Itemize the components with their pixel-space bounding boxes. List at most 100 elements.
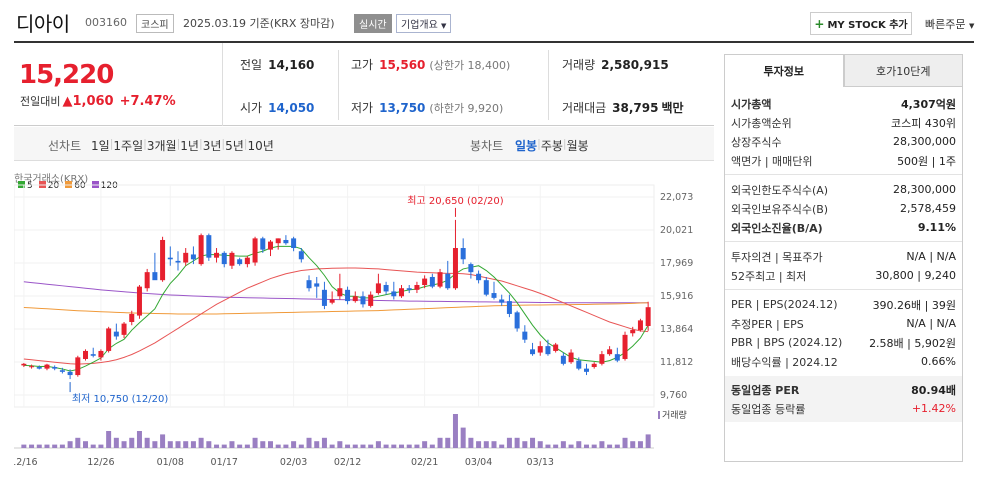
price-chart[interactable]: 22,073 20,021 17,969 15,916 13,864 11,812 9,76… xyxy=(14,163,714,473)
candle-period-tab[interactable]: 월봉 xyxy=(566,139,589,153)
candle-body xyxy=(260,238,266,250)
candle-body xyxy=(522,331,528,340)
info-row: 52주최고 | 최저 30,800 | 9,240 xyxy=(731,269,956,283)
volume-bar xyxy=(121,441,127,448)
x-tick-label: 01/17 xyxy=(211,457,238,468)
company-overview-label: 기업개요 xyxy=(401,20,438,31)
volume-bar xyxy=(399,444,405,448)
candle-body xyxy=(283,239,289,244)
y-tick-label: 20,021 xyxy=(660,225,693,236)
stock-name: 디아이 xyxy=(16,12,70,36)
candle-body xyxy=(614,354,620,361)
volume-bar xyxy=(553,444,559,448)
valuation-section: PER | EPS(2024.12) 390.26배 | 39원 추정PER | E… xyxy=(725,289,962,371)
candle-body xyxy=(560,355,566,364)
candle-body xyxy=(622,334,628,359)
volume-bar xyxy=(622,437,628,448)
candle-body xyxy=(314,283,320,287)
candle-body xyxy=(422,278,428,286)
period-tab[interactable]: 1년 xyxy=(180,139,199,153)
candle-body xyxy=(175,260,181,263)
volume-bar xyxy=(252,437,258,448)
volume-bar xyxy=(306,437,312,448)
volume-bar xyxy=(52,444,58,448)
my-stock-label: MY STOCK 추가 xyxy=(827,20,908,31)
candle-body xyxy=(591,363,597,368)
volume-bar xyxy=(106,431,112,448)
candle-body xyxy=(345,289,351,302)
realtime-badge[interactable]: 실시간 xyxy=(354,14,392,33)
volume-bar xyxy=(437,437,443,448)
y-tick-label: 9,760 xyxy=(660,390,687,401)
info-row: 시가총액순위 코스피 430위 xyxy=(731,116,956,130)
quick-order-link[interactable]: 빠른주문 ▼ xyxy=(925,18,975,31)
candle-body xyxy=(214,252,220,258)
investment-info-panel: 투자정보 호가10단계 시가총액 4,307억원 시가총액순위 코스피 430위 상장주… xyxy=(724,54,963,462)
candle-body xyxy=(499,299,505,303)
volume-bar xyxy=(314,441,320,448)
volume-bar xyxy=(90,444,96,448)
period-tab[interactable]: 1주일 xyxy=(113,139,144,153)
candle-body xyxy=(368,294,374,306)
ma-line-ma20 xyxy=(23,267,649,365)
volume-bar xyxy=(75,437,81,448)
volume-bar xyxy=(214,444,220,448)
candle-body xyxy=(44,364,50,369)
ma-line-ma120 xyxy=(23,281,649,304)
volume-bar xyxy=(645,434,651,448)
volume-bar xyxy=(422,441,428,448)
volume-bar xyxy=(21,444,27,448)
info-row: 외국인한도주식수(A) 28,300,000 xyxy=(731,183,956,197)
change-label: 전일대비 xyxy=(20,95,61,108)
candle-body xyxy=(321,289,327,306)
candle-body xyxy=(399,288,405,297)
volume-bar xyxy=(352,444,358,448)
tab-order-book[interactable]: 호가10단계 xyxy=(843,54,963,87)
period-tab[interactable]: 1일 xyxy=(91,139,110,153)
volume-bar xyxy=(537,441,543,448)
divider xyxy=(548,50,549,120)
volume-bar xyxy=(67,441,73,448)
volume-bar xyxy=(530,437,536,448)
company-overview-dropdown[interactable]: 기업개요 ▼ xyxy=(396,14,452,33)
candle-body xyxy=(98,350,104,358)
separator: | xyxy=(176,137,181,150)
period-tab[interactable]: 5년 xyxy=(225,139,244,153)
info-row: 시가총액 4,307억원 xyxy=(731,97,956,111)
candle-body xyxy=(121,323,127,335)
ma-line-ma5 xyxy=(23,245,649,372)
foreign-section: 외국인한도주식수(A) 28,300,000 외국인보유주식수(B) 2,578,45… xyxy=(725,174,962,237)
candle-period-tab[interactable]: 일봉 xyxy=(515,139,538,153)
volume-bar xyxy=(152,441,158,448)
info-row: 동일업종 등락률 +1.42% xyxy=(731,402,956,416)
volume-bar xyxy=(591,444,597,448)
volume-label: 거래량 xyxy=(662,409,687,421)
volume-bar xyxy=(260,441,266,448)
market-cap-section: 시가총액 4,307억원 시가총액순위 코스피 430위 상장주식수 28,300,000… xyxy=(725,87,962,170)
candle-body xyxy=(59,370,65,372)
volume-bar xyxy=(44,444,50,448)
info-row: 동일업종 PER 80.94배 xyxy=(731,383,956,397)
volume-bar xyxy=(129,437,135,448)
candle-body xyxy=(352,296,358,302)
x-tick-label: 01/08 xyxy=(157,457,184,468)
candle-body xyxy=(83,350,89,359)
y-tick-label: 17,969 xyxy=(660,258,693,269)
line-chart-label: 선차트 xyxy=(48,139,82,153)
period-tab[interactable]: 3개월 xyxy=(146,139,177,153)
candle-period-tab[interactable]: 주봉 xyxy=(540,139,563,153)
volume-bar xyxy=(406,444,412,448)
candle-body xyxy=(530,349,536,355)
stat-prev-close: 전일 14,160 xyxy=(240,58,315,72)
period-tab[interactable]: 10년 xyxy=(247,139,274,153)
period-tab[interactable]: 3년 xyxy=(202,139,222,153)
volume-bar xyxy=(637,441,643,448)
volume-bar xyxy=(391,444,397,448)
volume-bar xyxy=(491,441,497,448)
candle-body xyxy=(306,280,312,289)
volume-bar xyxy=(136,431,142,448)
tab-investment-info[interactable]: 투자정보 xyxy=(724,54,844,87)
current-price: 15,220 xyxy=(19,60,114,90)
my-stock-add-button[interactable]: + MY STOCK 추가 xyxy=(810,12,912,35)
